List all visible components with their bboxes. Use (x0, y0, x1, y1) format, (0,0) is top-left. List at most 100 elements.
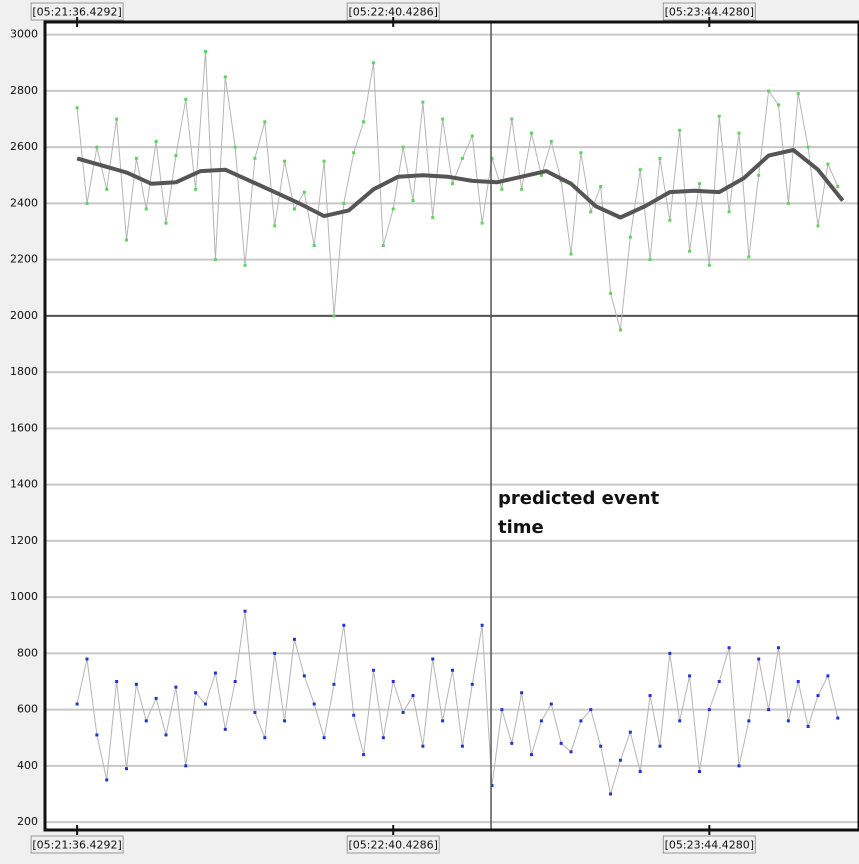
data-point (411, 694, 415, 698)
data-point (263, 120, 267, 124)
data-point (757, 173, 761, 177)
data-point (381, 244, 385, 248)
data-point (688, 249, 692, 253)
data-point (648, 694, 652, 698)
data-point (223, 75, 227, 79)
data-point (658, 744, 662, 748)
data-point (480, 623, 484, 627)
data-point (668, 218, 672, 222)
data-point (628, 730, 632, 734)
data-point (697, 182, 701, 186)
x-tick-label: [05:23:44.4280] (665, 6, 754, 19)
data-point (352, 151, 356, 155)
data-point (500, 708, 504, 712)
x-tick-box (662, 835, 756, 854)
data-point (460, 744, 464, 748)
data-point (767, 708, 771, 712)
data-point (589, 708, 593, 712)
data-point (213, 671, 217, 675)
x-tick-box (346, 835, 440, 854)
data-point (786, 719, 790, 723)
data-point (796, 92, 800, 96)
data-point (124, 767, 128, 771)
data-point (618, 758, 622, 762)
data-point (312, 702, 316, 706)
data-point (480, 221, 484, 225)
y-tick-label: 2800 (10, 84, 38, 97)
data-point (283, 159, 287, 163)
data-point (95, 733, 99, 737)
data-point (786, 201, 790, 205)
y-tick-label: 1200 (10, 534, 38, 547)
data-point (263, 736, 267, 740)
data-point (737, 764, 741, 768)
data-point (727, 646, 731, 650)
data-point (322, 159, 326, 163)
y-tick-label: 2600 (10, 140, 38, 153)
data-point (233, 680, 237, 684)
data-point (124, 238, 128, 242)
data-point (322, 736, 326, 740)
data-point (134, 682, 138, 686)
data-point (450, 668, 454, 672)
data-point (302, 190, 306, 194)
data-point (460, 156, 464, 160)
data-point (609, 291, 613, 295)
data-point (678, 128, 682, 132)
data-point (569, 252, 573, 256)
data-point (816, 694, 820, 698)
data-point (273, 651, 277, 655)
data-point (520, 691, 524, 695)
data-point (737, 131, 741, 135)
data-point (638, 168, 642, 172)
data-point (816, 224, 820, 228)
data-point (678, 719, 682, 723)
data-point (431, 215, 435, 219)
data-point (618, 328, 622, 332)
data-point (776, 646, 780, 650)
y-tick-label: 200 (17, 815, 38, 828)
data-point (273, 224, 277, 228)
data-point (757, 657, 761, 661)
y-tick-label: 800 (17, 646, 38, 659)
data-point (599, 744, 603, 748)
x-tick-label: [05:22:40.4286] (348, 839, 437, 852)
y-tick-label: 1600 (10, 421, 38, 434)
series-line (76, 610, 839, 795)
data-point (243, 263, 247, 267)
trend-line (76, 148, 845, 220)
data-point (549, 140, 553, 144)
data-point (510, 741, 514, 745)
data-point (806, 725, 810, 729)
data-point (85, 657, 89, 661)
data-point (253, 156, 257, 160)
data-point (362, 753, 366, 757)
data-point (391, 207, 395, 211)
data-point (836, 716, 840, 720)
data-point (134, 156, 138, 160)
data-point (85, 201, 89, 205)
y-tick-label: 2400 (10, 196, 38, 209)
annotation: predicted event time (498, 488, 660, 538)
data-point (579, 719, 583, 723)
data-point (530, 131, 534, 135)
data-point (470, 134, 474, 138)
y-tick-label: 1800 (10, 365, 38, 378)
y-tick-label: 1400 (10, 478, 38, 491)
data-point (371, 61, 375, 65)
data-point (559, 741, 563, 745)
data-point (796, 680, 800, 684)
data-point (144, 207, 148, 211)
data-point (105, 187, 109, 191)
data-point (362, 120, 366, 124)
y-tick-label: 400 (17, 759, 38, 772)
y-tick-label: 600 (17, 703, 38, 716)
data-point (717, 680, 721, 684)
data-point (628, 235, 632, 239)
y-tick-label: 2200 (10, 253, 38, 266)
data-point (500, 187, 504, 191)
data-point (520, 187, 524, 191)
data-point (332, 682, 336, 686)
